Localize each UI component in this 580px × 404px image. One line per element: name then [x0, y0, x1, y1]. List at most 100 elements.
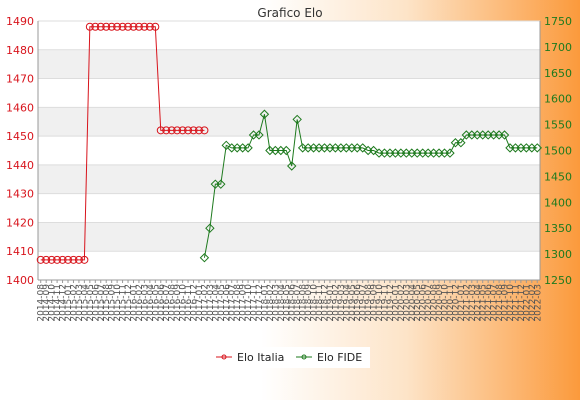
y-right-tick-label: 1550 [544, 119, 572, 132]
data-point [194, 126, 203, 135]
data-point [36, 255, 45, 264]
x-tick-label: 2017-12 [255, 284, 265, 322]
x-tick-label: 2018-08 [299, 284, 309, 322]
x-tick-label: 2017-01 [195, 284, 205, 322]
data-point [64, 255, 73, 264]
grid-band [38, 78, 540, 108]
x-tick-label: 2016-08 [168, 284, 178, 322]
x-tick-label: 2020-06 [419, 284, 429, 322]
x-tick-label: 2021-12 [517, 284, 527, 322]
y-left-tick-label: 1410 [6, 245, 34, 258]
data-point [173, 126, 182, 135]
y-right-tick-label: 1750 [544, 15, 572, 28]
x-tick-label: 2016-07 [162, 284, 172, 322]
x-tick-label: 2015-04 [80, 284, 90, 322]
x-tick-label: 2021-04 [473, 284, 483, 322]
grid-band [38, 164, 540, 194]
x-tick-label: 2018-11 [315, 284, 325, 322]
x-tick-label: 2019-02 [331, 284, 341, 322]
x-tick-label: 2022-01 [522, 284, 532, 322]
y-right-tick-label: 1450 [544, 170, 572, 183]
y-left-tick-label: 1400 [6, 274, 34, 287]
x-tick-label: 2021-06 [484, 284, 494, 322]
x-tick-label: 2021-11 [511, 284, 521, 322]
x-tick-label: 2019-08 [364, 284, 374, 322]
x-tick-label: 2016-06 [157, 284, 167, 322]
series-line-0 [40, 26, 205, 261]
x-tick-label: 2018-05 [282, 284, 292, 322]
data-point [96, 22, 105, 31]
grid-band [38, 107, 540, 137]
y-right-tick-label: 1500 [544, 145, 572, 158]
grid-band [38, 21, 540, 50]
data-point [145, 22, 154, 31]
y-left-tick-label: 1460 [6, 101, 34, 114]
x-tick-label: 2018-10 [310, 284, 320, 322]
x-tick-label: 2015-07 [97, 284, 107, 322]
data-point [162, 126, 171, 135]
data-point [287, 161, 297, 171]
x-tick-label: 2018-02 [266, 284, 276, 322]
x-tick-label: 2014-08 [37, 284, 47, 322]
y-right-tick-label: 1600 [544, 93, 572, 106]
data-point [243, 143, 253, 153]
data-point [259, 109, 270, 119]
data-point [58, 255, 67, 264]
x-tick-label: 2016-10 [179, 284, 189, 322]
x-tick-label: 2021-09 [501, 284, 511, 322]
x-tick-label: 2017-04 [211, 284, 221, 322]
x-tick-label: 2020-09 [435, 284, 445, 322]
x-tick-label: 2021-10 [506, 284, 516, 322]
data-point [140, 22, 149, 31]
data-point [102, 22, 111, 31]
data-point [42, 255, 51, 264]
chart-title: Grafico Elo [257, 6, 322, 20]
x-tick-label: 2014-11 [53, 284, 63, 322]
legend-marker-italia [221, 354, 227, 360]
data-point [134, 22, 143, 31]
data-point [254, 130, 264, 140]
y-right-tick-label: 1250 [544, 274, 572, 287]
data-point [216, 179, 226, 189]
x-tick-label: 2015-05 [86, 284, 96, 322]
grid-band [38, 49, 540, 79]
x-tick-label: 2015-12 [124, 284, 134, 322]
data-point [124, 22, 133, 31]
data-point [189, 126, 198, 135]
x-tick-label: 2018-07 [293, 284, 303, 322]
x-tick-label: 2019-03 [337, 284, 347, 322]
y-left-tick-label: 1490 [6, 15, 34, 28]
y-left-tick-label: 1450 [6, 130, 34, 143]
x-tick-label: 2018-04 [277, 284, 287, 322]
x-tick-label: 2016-04 [146, 284, 156, 322]
data-point [69, 255, 78, 264]
data-point [532, 143, 542, 153]
y-right-tick-label: 1400 [544, 196, 572, 209]
x-tick-label: 2021-03 [468, 284, 478, 322]
data-point [156, 126, 165, 135]
y-right-tick-label: 1700 [544, 41, 572, 54]
legend-label-italia: Elo Italia [237, 351, 284, 364]
data-point [53, 255, 62, 264]
x-tick-label: 2015-10 [113, 284, 123, 322]
data-point [368, 145, 379, 156]
y-left-tick-label: 1430 [6, 188, 34, 201]
x-tick-label: 2016-09 [173, 284, 183, 322]
x-tick-label: 2019-06 [353, 284, 363, 322]
grid-band [38, 136, 540, 165]
x-tick-label: 2021-05 [479, 284, 489, 322]
x-tick-label: 2018-12 [320, 284, 330, 322]
x-tick-label: 2017-11 [250, 284, 260, 322]
x-tick-label: 2016-12 [190, 284, 200, 322]
data-point [118, 22, 127, 31]
data-point [357, 143, 368, 153]
data-point [456, 138, 466, 148]
data-point [74, 255, 83, 264]
grid-band [38, 222, 540, 252]
x-tick-label: 2018-09 [304, 284, 314, 322]
y-right-tick-label: 1650 [544, 67, 572, 80]
data-point [281, 145, 291, 156]
x-tick-label: 2015-02 [69, 284, 79, 322]
data-point [47, 255, 56, 264]
x-tick-label: 2019-04 [342, 284, 352, 322]
